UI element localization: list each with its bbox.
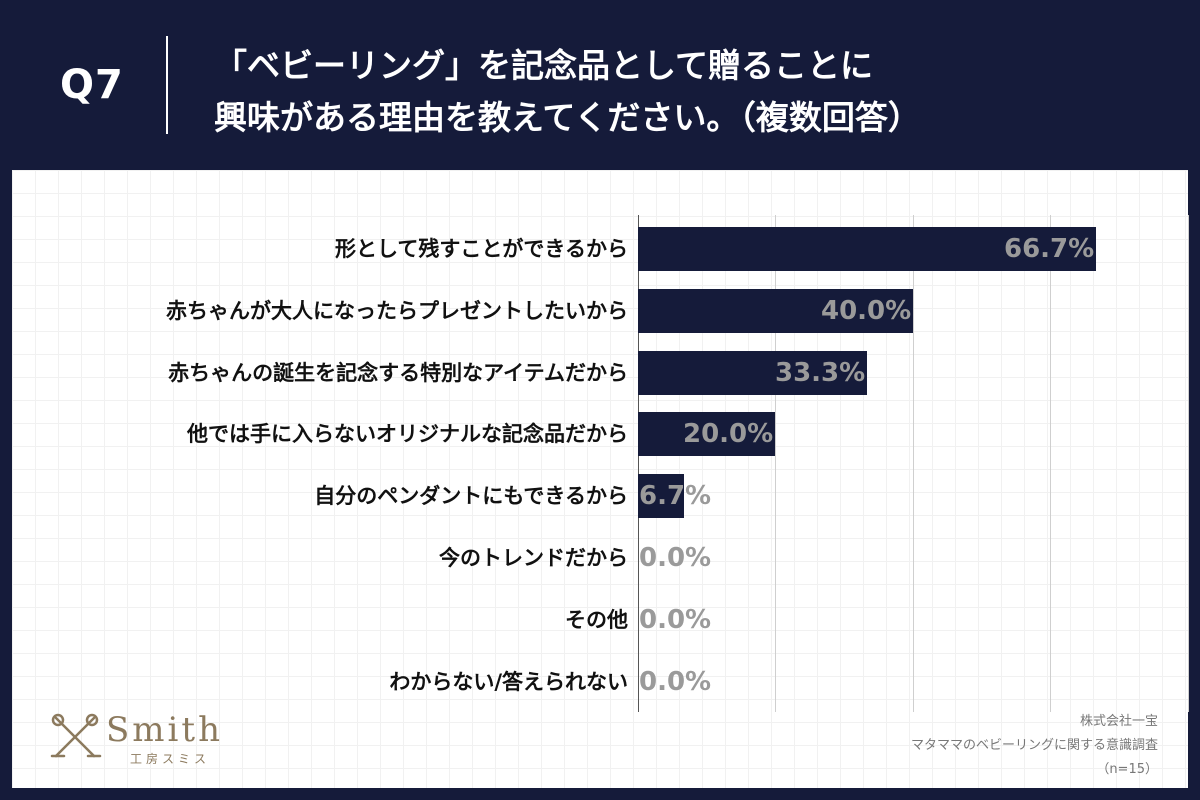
bar — [638, 351, 867, 395]
category-label: 形として残すことができるから — [335, 237, 628, 261]
bar — [638, 412, 775, 456]
crossed-tools-icon — [50, 713, 102, 758]
bar-chart: 形として残すことができるから 66.7% 赤ちゃんが大人になったらプレゼントしたいか… — [12, 170, 1189, 788]
header-divider — [166, 36, 168, 134]
category-label: 自分のペンダントにもできるから — [314, 484, 628, 508]
value-label: 0.0% — [639, 605, 712, 635]
chart-panel: 形として残すことができるから 66.7% 赤ちゃんが大人になったらプレゼントしたいか… — [12, 170, 1189, 788]
question-number: Q7 — [60, 62, 124, 108]
value-label: 66.7% — [1004, 234, 1095, 264]
bar — [638, 289, 913, 333]
grid-line — [913, 215, 914, 712]
header: Q7 「ベビーリング」を記念品として贈ることに 興味がある理由を教えてください。… — [0, 0, 1200, 170]
logo-name: Smith — [106, 710, 223, 750]
value-label: 0.0% — [639, 543, 712, 573]
value-label: 33.3% — [775, 358, 866, 388]
grid-line — [775, 215, 776, 712]
category-label: 他では手に入らないオリジナルな記念品だから — [187, 422, 628, 446]
category-label: その他 — [565, 608, 628, 632]
category-label: わからない/答えられない — [389, 670, 628, 694]
source-survey: マタママのベビーリングに関する意識調査 — [910, 738, 1158, 753]
source-company: 株式会社一宝 — [1079, 714, 1158, 729]
value-label: 20.0% — [683, 419, 774, 449]
logo-subtitle: 工房スミス — [130, 752, 211, 766]
value-label: 0.0% — [639, 667, 712, 697]
brand-logo: Smith 工房スミス — [48, 710, 248, 770]
category-label: 今のトレンドだから — [439, 546, 628, 570]
category-label: 赤ちゃんの誕生を記念する特別なアイテムだから — [168, 361, 628, 385]
source-sample: （n=15） — [1096, 762, 1158, 777]
grid-line — [1050, 215, 1051, 712]
source-note: 株式会社一宝 マタママのベビーリングに関する意識調査 （n=15） — [911, 710, 1158, 782]
category-label: 赤ちゃんが大人になったらプレゼントしたいから — [166, 299, 628, 323]
value-label: 6.7% — [639, 481, 712, 511]
value-label: 40.0% — [821, 296, 912, 326]
bar — [638, 474, 684, 518]
y-axis-line — [638, 215, 639, 712]
bar — [638, 227, 1096, 271]
question-title: 「ベビーリング」を記念品として贈ることに 興味がある理由を教えてください。（複数… — [214, 40, 1174, 144]
grid-line — [1188, 215, 1189, 712]
question-title-line-1: 「ベビーリング」を記念品として贈ることに — [214, 46, 874, 85]
question-title-line-2: 興味がある理由を教えてください。（複数回答） — [214, 98, 921, 137]
